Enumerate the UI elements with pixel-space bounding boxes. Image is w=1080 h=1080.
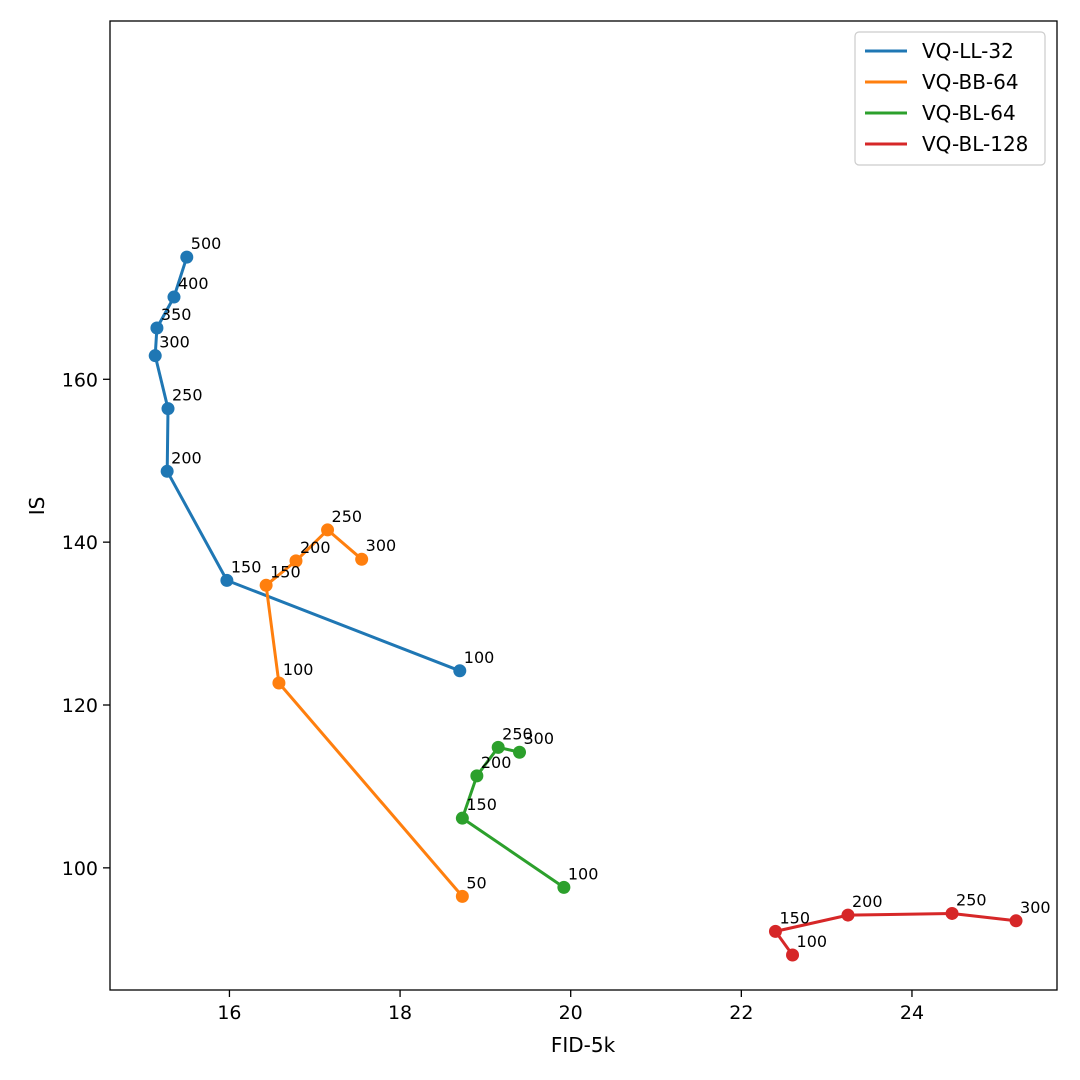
data-point-vq-bb-64 — [455, 889, 469, 903]
point-label-vq-bb-64: 250 — [332, 507, 363, 526]
x-tick-label: 22 — [729, 1002, 753, 1024]
legend-label-vq-bl-128: VQ-BL-128 — [922, 132, 1028, 156]
data-point-vq-bl-128 — [1009, 914, 1023, 928]
point-label-vq-ll-32: 200 — [171, 448, 202, 467]
legend-box — [854, 31, 1046, 166]
data-point-vq-bl-128 — [841, 908, 855, 922]
data-point-vq-ll-32 — [453, 664, 467, 678]
y-axis-title: IS — [25, 497, 49, 516]
data-point-vq-bl-64 — [455, 811, 469, 825]
series-line-vq-bb-64 — [264, 528, 464, 898]
point-label-vq-bl-64: 150 — [466, 795, 497, 814]
point-label-vq-bl-64: 250 — [502, 724, 533, 743]
point-label-vq-bl-128: 300 — [1020, 898, 1051, 917]
plot-frame — [109, 20, 1058, 991]
data-point-vq-bl-128 — [768, 924, 782, 938]
data-point-vq-bl-128 — [945, 906, 959, 920]
point-label-vq-bl-128: 150 — [779, 908, 810, 927]
legend-label-vq-bl-64: VQ-BL-64 — [922, 101, 1016, 125]
point-label-vq-bl-128: 200 — [852, 892, 883, 911]
data-point-vq-bl-64 — [513, 745, 527, 759]
legend-label-vq-ll-32: VQ-LL-32 — [922, 39, 1014, 63]
point-label-vq-ll-32: 150 — [231, 557, 262, 576]
data-point-vq-bl-64 — [470, 769, 484, 783]
data-point-vq-bb-64 — [355, 552, 369, 566]
point-label-vq-ll-32: 500 — [191, 234, 222, 253]
data-point-vq-bb-64 — [321, 523, 335, 537]
y-tick-label: 100 — [62, 858, 98, 880]
point-label-vq-bl-64: 100 — [568, 864, 599, 883]
data-point-vq-ll-32 — [148, 349, 162, 363]
point-label-vq-bl-128: 100 — [797, 932, 828, 951]
point-label-vq-bl-128: 250 — [956, 890, 987, 909]
point-label-vq-ll-32: 250 — [172, 386, 203, 405]
data-point-vq-ll-32 — [161, 402, 175, 416]
data-point-vq-bl-64 — [557, 880, 571, 894]
data-point-vq-bl-128 — [786, 948, 800, 962]
x-tick-label: 24 — [900, 1002, 924, 1024]
x-tick-label: 16 — [217, 1002, 241, 1024]
point-label-vq-bb-64: 300 — [366, 536, 397, 555]
point-label-vq-bl-64: 300 — [524, 729, 555, 748]
data-point-vq-bl-64 — [491, 740, 505, 754]
data-point-vq-bb-64 — [272, 676, 286, 690]
x-axis-title: FID-5k — [551, 1033, 616, 1057]
series-vq-bl-128: 100 150 200 250 300 — [768, 890, 1051, 962]
x-tick-label: 18 — [388, 1002, 412, 1024]
data-point-vq-ll-32 — [160, 464, 174, 478]
data-point-vq-ll-32 — [150, 321, 164, 335]
point-label-vq-ll-32: 300 — [159, 333, 190, 352]
legend: VQ-LL-32 VQ-BB-64 VQ-BL-64 VQ-BL-128 — [854, 31, 1046, 166]
point-label-vq-ll-32: 100 — [464, 648, 495, 667]
data-point-vq-bb-64 — [289, 554, 303, 568]
y-tick-label: 140 — [62, 532, 98, 554]
x-tick-label: 20 — [559, 1002, 583, 1024]
series-layer: 1001502002503003504005005010015020025030… — [148, 234, 1051, 962]
point-label-vq-bb-64: 200 — [300, 538, 331, 557]
y-tick-label: 120 — [62, 695, 98, 717]
ticks-layer: 16 18 20 22 24 100 120 140 160 — [62, 369, 924, 1024]
data-point-vq-ll-32 — [220, 573, 234, 587]
plot-area — [110, 21, 1057, 990]
data-point-vq-ll-32 — [180, 250, 194, 264]
point-label-vq-bb-64: 150 — [270, 562, 301, 581]
point-label-vq-bl-64: 200 — [481, 753, 512, 772]
y-tick-label: 160 — [62, 369, 98, 391]
data-point-vq-ll-32 — [167, 290, 181, 304]
point-label-vq-bb-64: 100 — [283, 660, 314, 679]
point-label-vq-ll-32: 400 — [178, 274, 209, 293]
point-label-vq-ll-32: 350 — [161, 305, 192, 324]
legend-label-vq-bb-64: VQ-BB-64 — [922, 70, 1019, 94]
data-point-vq-bb-64 — [259, 578, 273, 592]
point-label-vq-bb-64: 50 — [466, 873, 486, 892]
